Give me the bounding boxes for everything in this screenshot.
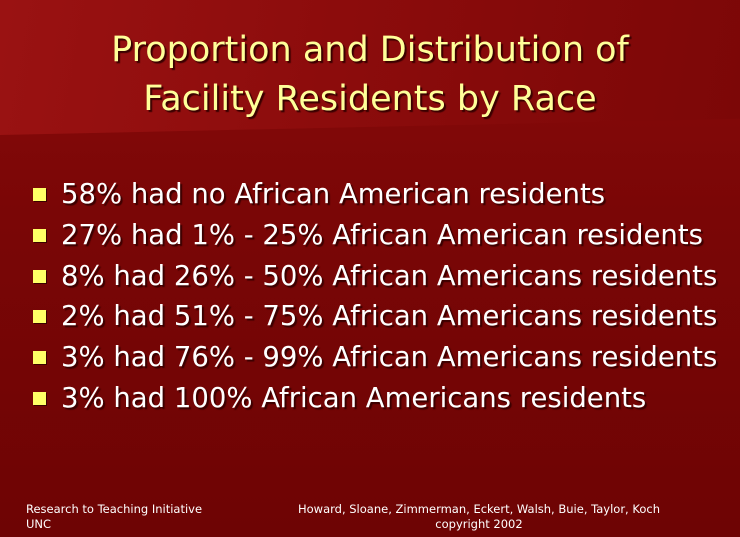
bullet-item-3: 8% had 26% - 50% African Americans resid… xyxy=(33,256,717,297)
title-line-1: Proportion and Distribution of xyxy=(111,30,629,70)
footer-right: Howard, Sloane, Zimmerman, Eckert, Walsh… xyxy=(270,502,688,532)
title-line-2: Facility Residents by Race xyxy=(143,79,597,119)
square-bullet-icon xyxy=(33,351,46,365)
bullet-text: 2% had 51% - 75% African Americans resid… xyxy=(61,300,718,333)
bullet-text: 3% had 100% African Americans residents xyxy=(61,381,647,414)
bullet-item-6: 3% had 100% African Americans residents xyxy=(33,378,717,419)
bullet-text: 8% had 26% - 50% African Americans resid… xyxy=(61,259,718,292)
footer-left: Research to Teaching Initiative UNC xyxy=(26,502,202,532)
bullet-item-1: 58% had no African American residents xyxy=(33,174,717,215)
footer-right-line-2: copyright 2002 xyxy=(435,517,523,531)
square-bullet-icon xyxy=(33,228,46,242)
bullet-item-2: 27% had 1% - 25% African American reside… xyxy=(33,215,717,256)
bullet-text: 27% had 1% - 25% African American reside… xyxy=(61,218,703,251)
bullet-item-4: 2% had 51% - 75% African Americans resid… xyxy=(33,296,717,337)
slide-title: Proportion and Distribution of Facility … xyxy=(0,26,740,124)
square-bullet-icon xyxy=(33,391,46,405)
square-bullet-icon xyxy=(33,188,46,201)
square-bullet-icon xyxy=(33,269,46,283)
footer-left-line-2: UNC xyxy=(26,517,52,531)
bullet-item-5: 3% had 76% - 99% African Americans resid… xyxy=(33,337,717,378)
bullet-list: 58% had no African American residents 27… xyxy=(33,174,717,419)
bullet-text: 3% had 76% - 99% African Americans resid… xyxy=(61,341,718,374)
footer-left-line-1: Research to Teaching Initiative xyxy=(26,502,203,516)
square-bullet-icon xyxy=(33,310,46,324)
footer-right-line-1: Howard, Sloane, Zimmerman, Eckert, Walsh… xyxy=(297,502,660,516)
bullet-text: 58% had no African American residents xyxy=(61,178,606,210)
title-band xyxy=(0,0,740,135)
